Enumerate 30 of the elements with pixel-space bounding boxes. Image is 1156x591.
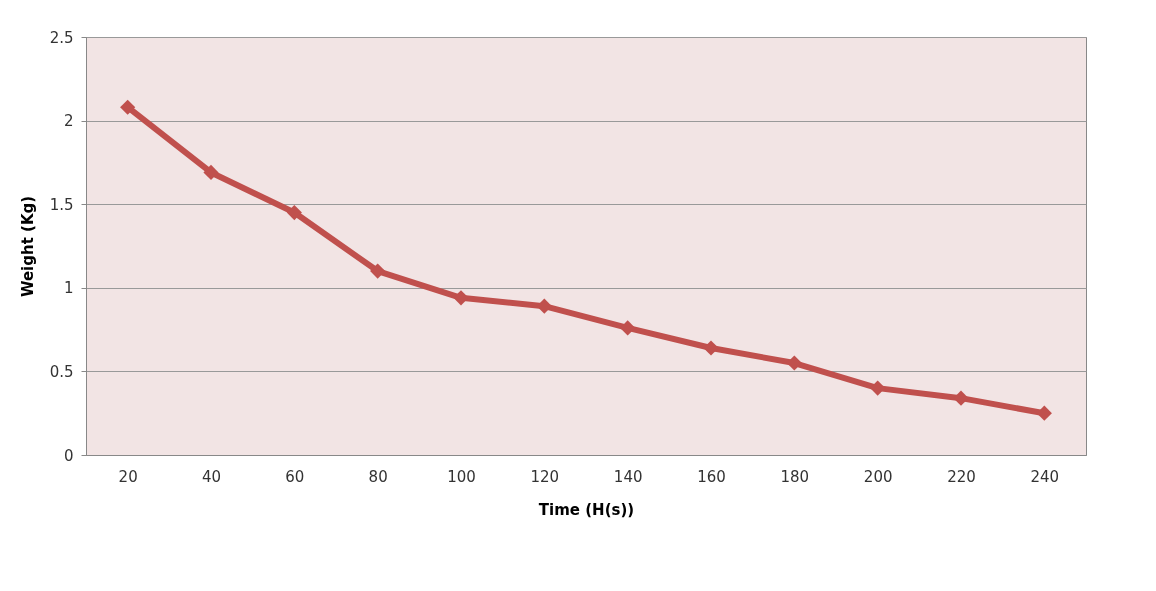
point bbox=[120, 99, 136, 115]
x-tick-label: 100 bbox=[447, 467, 476, 486]
x-tick-label: 60 bbox=[285, 467, 305, 486]
x-tick-label: 200 bbox=[863, 467, 893, 486]
point bbox=[286, 204, 302, 221]
point bbox=[1036, 405, 1052, 421]
y-tick-label: 0 bbox=[63, 446, 74, 465]
y-axis-title: Weight (Kg) bbox=[18, 195, 37, 298]
y-tick-label: 0.5 bbox=[49, 362, 74, 381]
x-tick-label: 180 bbox=[780, 467, 810, 486]
x-tick-label: 80 bbox=[368, 467, 388, 486]
x-tick-label: 160 bbox=[697, 467, 726, 486]
y-tick-label: 2 bbox=[63, 112, 74, 131]
point bbox=[370, 263, 386, 279]
y-tick-label: 1.5 bbox=[49, 195, 74, 214]
x-tick-label: 240 bbox=[1030, 467, 1060, 486]
point bbox=[453, 290, 469, 306]
point bbox=[203, 164, 219, 181]
point bbox=[620, 320, 636, 336]
x-tick-label: 20 bbox=[118, 467, 138, 486]
x-tick-label: 220 bbox=[947, 467, 976, 486]
x-tick-label: 40 bbox=[201, 467, 222, 486]
point bbox=[703, 340, 719, 356]
point bbox=[536, 298, 552, 314]
x-tick-label: 120 bbox=[530, 467, 560, 486]
y-tick-label: 2.5 bbox=[49, 28, 74, 47]
point bbox=[953, 390, 969, 406]
x-axis-title: Time (H(s)) bbox=[538, 500, 635, 519]
y-tick-label: 1 bbox=[63, 279, 74, 298]
x-tick-label: 140 bbox=[613, 467, 643, 486]
